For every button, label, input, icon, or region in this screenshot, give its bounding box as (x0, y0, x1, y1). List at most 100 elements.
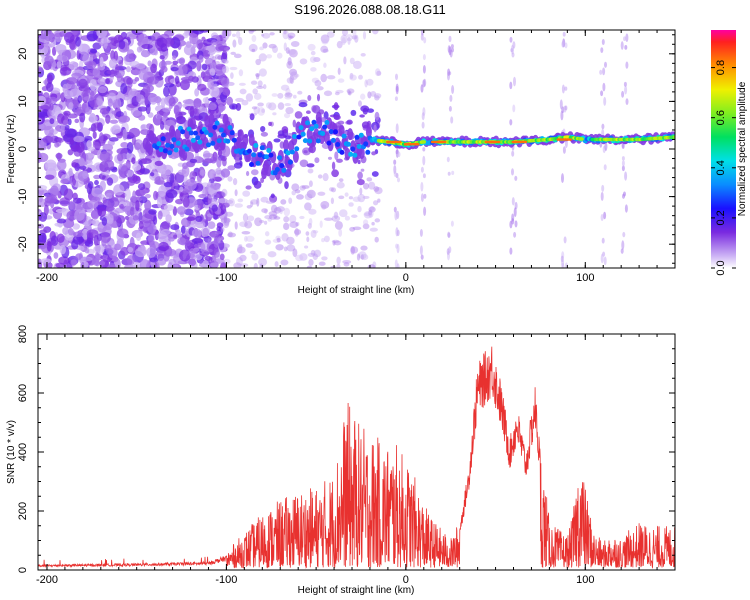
heatmap-cell (347, 128, 354, 141)
heatmap-cell (255, 58, 262, 66)
heatmap-cell (220, 226, 225, 232)
heatmap-cell (338, 195, 345, 200)
heatmap-cell (285, 87, 291, 97)
heatmap-cell (208, 187, 215, 196)
heatmap-cell (82, 53, 90, 65)
heatmap-cell (349, 74, 357, 81)
heatmap-cell (603, 164, 607, 171)
heatmap-cell (116, 98, 122, 109)
heatmap-cell (251, 106, 258, 110)
heatmap-cell (320, 201, 330, 209)
heatmap-cell (227, 30, 232, 37)
heatmap-cell (160, 136, 166, 142)
heatmap-cell (423, 193, 427, 199)
colorbar-tick-label: 0.8 (715, 60, 727, 75)
heatmap-cell (193, 130, 198, 136)
heatmap-cell (140, 158, 152, 165)
heatmap-cell (208, 256, 213, 262)
heatmap-cell (210, 182, 221, 190)
heatmap-cell (49, 185, 59, 197)
heatmap-cell (126, 254, 135, 266)
heatmap-cell (509, 220, 513, 229)
heatmap-cell (331, 169, 339, 178)
heatmap-cell (222, 30, 227, 39)
heatmap-cell (307, 168, 314, 174)
heatmap-cell (147, 93, 159, 103)
heatmap-cell (78, 157, 85, 167)
heatmap-cell (338, 124, 345, 137)
heatmap-cell (253, 143, 259, 148)
heatmap-cell (420, 166, 424, 173)
heatmap-cell (359, 114, 365, 118)
heatmap-cell (59, 244, 66, 255)
heatmap-cell (180, 129, 186, 135)
heatmap-cell (167, 262, 174, 268)
heatmap-cell (112, 197, 119, 202)
heatmap-cell (113, 184, 125, 196)
heatmap-cell (116, 147, 129, 155)
heatmap-cell (239, 88, 247, 95)
heatmap-cell (346, 34, 353, 38)
heatmap-cell (365, 149, 371, 155)
heatmap-cell (257, 80, 263, 87)
heatmap-cell (368, 181, 376, 190)
heatmap-cell (419, 245, 423, 256)
heatmap-cell (298, 125, 304, 131)
heatmap-cell (285, 106, 294, 115)
heatmap-cell (106, 70, 117, 75)
heatmap-cell (296, 134, 302, 140)
heatmap-cell (208, 113, 215, 126)
heatmap-cell (311, 119, 317, 125)
heatmap-cell (39, 229, 48, 234)
heatmap-cell (178, 57, 186, 65)
heatmap-cell (448, 46, 452, 56)
heatmap-cell (281, 167, 287, 173)
heatmap-cell (218, 240, 225, 251)
heatmap-cell (331, 161, 336, 171)
heatmap-cell (299, 58, 308, 65)
heatmap-cell (295, 222, 300, 227)
heatmap-cell (320, 131, 326, 136)
heatmap-cell (213, 237, 220, 248)
heatmap-cell (56, 233, 65, 244)
heatmap-cell (221, 188, 228, 197)
heatmap-cell (273, 216, 281, 220)
heatmap-cell (222, 202, 230, 208)
heatmap-cell (336, 158, 343, 163)
heatmap-cell (272, 45, 278, 53)
heatmap-cell (451, 85, 455, 94)
heatmap-cell (264, 209, 268, 214)
heatmap-cell (299, 185, 306, 191)
heatmap-cell (116, 72, 122, 83)
heatmap-cell (375, 68, 381, 77)
heatmap-cell (561, 258, 565, 268)
heatmap-cell (337, 78, 345, 83)
heatmap-cell (260, 177, 265, 184)
heatmap-cell (175, 140, 181, 146)
heatmap-cell (451, 170, 455, 176)
tick-label: 0 (17, 567, 29, 573)
heatmap-cell (212, 124, 218, 130)
heatmap-cell (54, 222, 64, 227)
heatmap-cell (108, 58, 118, 69)
heatmap-cell (235, 30, 241, 39)
heatmap-cell (145, 193, 151, 199)
heatmap-cell (292, 150, 299, 163)
heatmap-cell (320, 45, 329, 53)
heatmap-cell (174, 128, 181, 141)
heatmap-cell (568, 138, 572, 141)
heatmap-cell (358, 74, 363, 80)
heatmap-cell (161, 220, 171, 230)
heatmap-cell (56, 218, 67, 224)
heatmap-cell (265, 164, 272, 177)
heatmap-cell (348, 151, 354, 157)
heatmap-cell (314, 157, 320, 164)
heatmap-cell (283, 246, 288, 252)
heatmap-cell (85, 106, 92, 115)
heatmap-cell (624, 204, 628, 213)
heatmap-cell (232, 39, 237, 48)
heatmap-cell (272, 214, 278, 218)
heatmap-cell (335, 89, 344, 94)
heatmap-cell (564, 105, 568, 111)
heatmap-cell (192, 30, 205, 35)
